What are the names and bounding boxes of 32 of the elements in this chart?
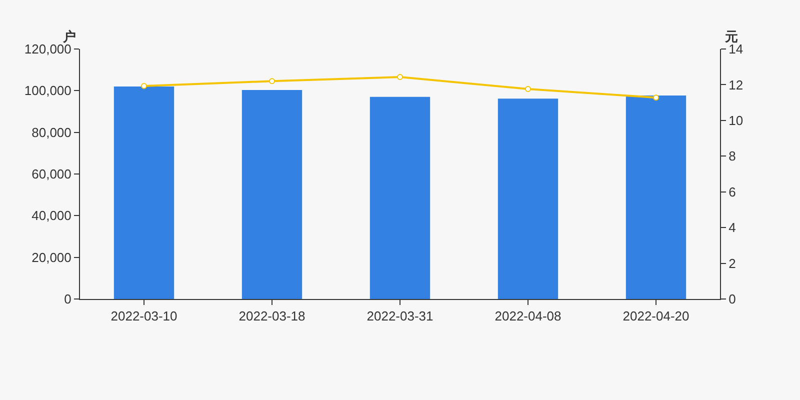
point bbox=[269, 78, 275, 84]
x-tick-label: 2022-03-18 bbox=[238, 308, 306, 324]
y2-tick-label: 4 bbox=[728, 220, 736, 236]
y2-tick-label: 10 bbox=[728, 112, 744, 128]
y2-tick-label: 0 bbox=[728, 292, 736, 307]
bar bbox=[498, 98, 558, 299]
point bbox=[653, 94, 659, 101]
bar bbox=[626, 95, 686, 299]
y2-tick-label: 12 bbox=[728, 77, 744, 92]
bar bbox=[242, 90, 302, 299]
point bbox=[397, 74, 403, 80]
y-tick-label: 0 bbox=[64, 292, 72, 307]
y-axis-title: 户 bbox=[62, 29, 76, 44]
x-tick-label: 2022-03-10 bbox=[110, 308, 178, 324]
y-tick-label: 100,000 bbox=[24, 83, 72, 98]
y2-tick-label: 2 bbox=[728, 256, 736, 271]
y2-tick-label: 8 bbox=[728, 148, 736, 164]
y-tick-label: 80,000 bbox=[32, 124, 72, 140]
y2-axis-title: 元 bbox=[724, 29, 738, 44]
point bbox=[525, 86, 531, 92]
x-tick-label: 2022-03-31 bbox=[366, 308, 434, 324]
y-tick-label: 120,000 bbox=[24, 42, 72, 57]
y2-tick-label: 14 bbox=[728, 42, 744, 57]
point bbox=[141, 82, 147, 89]
x-tick-label: 2022-04-08 bbox=[494, 308, 562, 324]
x-tick-label: 2022-04-20 bbox=[622, 308, 690, 324]
y-tick-label: 20,000 bbox=[32, 250, 72, 265]
bar bbox=[114, 86, 174, 299]
y-tick-label: 40,000 bbox=[32, 208, 72, 224]
y-tick-label: 60,000 bbox=[32, 166, 72, 182]
bar bbox=[370, 96, 430, 299]
y2-tick-label: 6 bbox=[728, 184, 736, 200]
